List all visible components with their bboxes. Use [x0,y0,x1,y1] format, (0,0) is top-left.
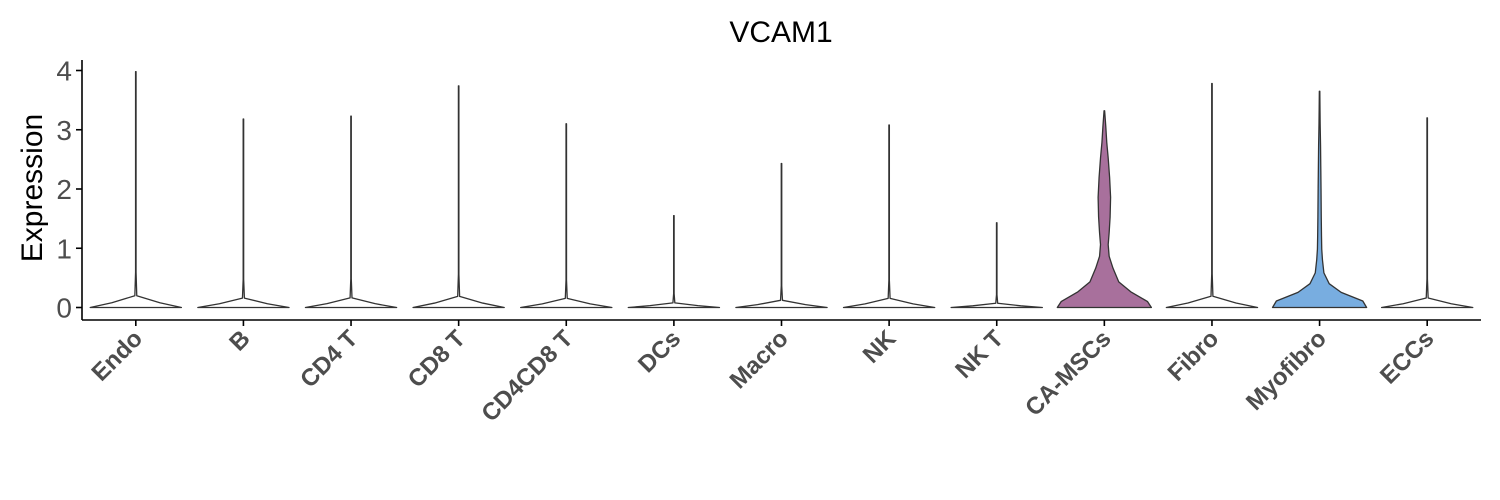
x-tick-label-nk-t: NK T [950,325,1009,384]
y-tick-label-0: 0 [56,293,72,324]
x-tick-label-endo: Endo [87,325,149,387]
x-tick-label-eccs: ECCs [1375,325,1439,389]
violin-nk-t [950,222,1043,309]
x-tick-label-b: B [224,325,255,356]
x-tick-label-ca-mscs: CA-MSCs [1020,325,1116,421]
violin-nk [842,124,936,309]
violin-macro [735,162,828,309]
x-tick-label-nk: NK [858,325,902,369]
x-tick-label-fibro: Fibro [1163,325,1225,387]
violin-cd4cd8-t [520,123,613,309]
x-tick-label-dcs: DCs [633,325,686,378]
x-tick-label-macro: Macro [725,325,794,394]
x-axis-ticks: Endo B CD4 T CD8 T CD4CD8 T DCs Macro NK NK T CA-… [87,320,1439,427]
chart-title: VCAM1 [729,16,832,49]
violin-fibro [1165,82,1259,309]
y-tick-label-1: 1 [56,233,72,264]
violin-myofibro [1271,90,1368,309]
x-tick-label-cd4cd8-t: CD4CD8 T [476,325,578,427]
violin-group [89,71,1474,309]
y-tick-label-3: 3 [56,115,72,146]
y-tick-label-4: 4 [56,56,72,87]
x-tick-label-cd8-t: CD8 T [403,325,471,393]
y-axis-label: Expression [16,114,49,262]
violin-cd4-t [304,115,398,309]
violin-endo [89,71,183,309]
x-tick-label-cd4-t: CD4 T [295,325,363,393]
y-tick-label-2: 2 [56,174,72,205]
y-axis-ticks: 0 1 2 3 4 [56,56,82,324]
violin-b [197,118,290,309]
violin-eccs [1380,117,1474,309]
violin-ca-mscs [1056,110,1153,309]
violin-cd8-t [412,85,505,309]
violin-dcs [627,215,721,309]
x-tick-label-myofibro: Myofibro [1241,325,1332,416]
